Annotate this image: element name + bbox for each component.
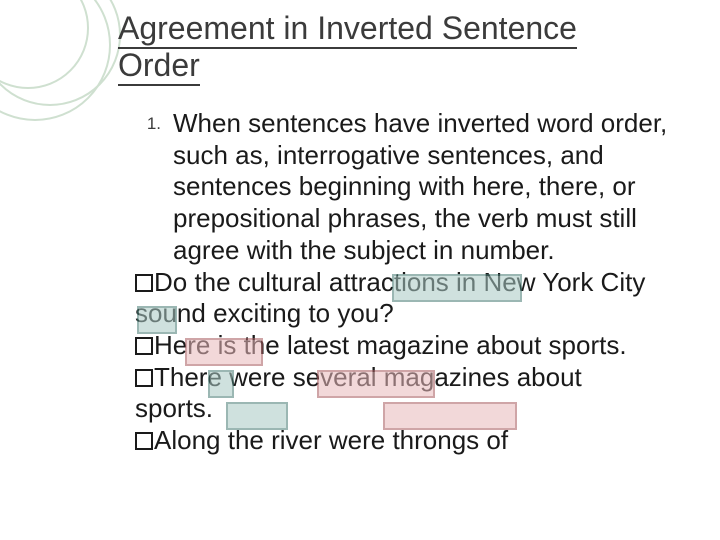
example-4-text: Along the river were throngs of <box>154 425 508 455</box>
list-number: 1. <box>135 108 173 134</box>
example-1-text: Do the cultural attractions in New York … <box>135 267 645 329</box>
title-line-1: Agreement in Inverted Sentence <box>118 10 577 46</box>
example-3-cont: sports. <box>135 393 690 425</box>
slide: Agreement in Inverted Sentence Order 1. … <box>0 0 720 540</box>
title-line-2: Order <box>118 47 200 83</box>
example-3: There were several magazines about <box>135 362 690 394</box>
example-1: Do the cultural attractions in New York … <box>135 267 690 330</box>
checkbox-icon <box>135 274 153 292</box>
list-item-1: 1. When sentences have inverted word ord… <box>135 108 690 267</box>
checkbox-icon <box>135 432 153 450</box>
paragraph-text: When sentences have inverted word order,… <box>173 108 690 267</box>
checkbox-icon <box>135 369 153 387</box>
slide-content: 1. When sentences have inverted word ord… <box>135 108 690 457</box>
example-4: Along the river were throngs of <box>135 425 690 457</box>
example-2: Here is the latest magazine about sports… <box>135 330 690 362</box>
checkbox-icon <box>135 337 153 355</box>
example-2-text: Here is the latest magazine about sports… <box>154 330 627 360</box>
example-3b-text: sports. <box>135 393 213 423</box>
example-3-text: There were several magazines about <box>154 362 582 392</box>
slide-title: Agreement in Inverted Sentence Order <box>118 10 678 84</box>
